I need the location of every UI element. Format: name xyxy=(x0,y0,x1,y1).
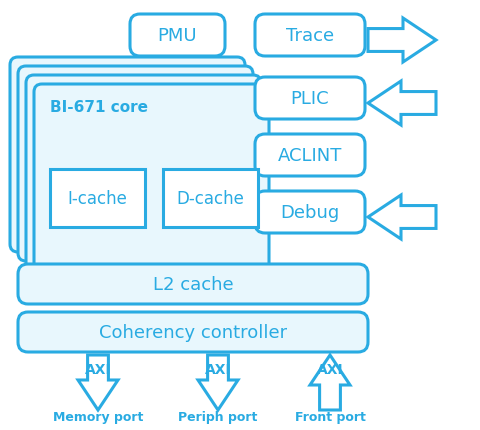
Text: Memory port: Memory port xyxy=(53,411,143,424)
Bar xyxy=(163,169,258,227)
FancyBboxPatch shape xyxy=(10,58,245,252)
Text: Trace: Trace xyxy=(286,27,334,45)
FancyBboxPatch shape xyxy=(18,67,253,261)
FancyBboxPatch shape xyxy=(18,312,368,352)
Text: I-cache: I-cache xyxy=(68,190,127,208)
Text: BI-671 core: BI-671 core xyxy=(50,100,148,115)
FancyBboxPatch shape xyxy=(255,191,365,233)
FancyBboxPatch shape xyxy=(130,15,225,57)
Text: Coherency controller: Coherency controller xyxy=(99,323,287,341)
FancyBboxPatch shape xyxy=(18,264,368,304)
FancyBboxPatch shape xyxy=(34,85,269,280)
FancyBboxPatch shape xyxy=(255,78,365,120)
FancyBboxPatch shape xyxy=(255,135,365,177)
Text: Debug: Debug xyxy=(280,203,340,221)
Text: PLIC: PLIC xyxy=(291,90,329,108)
Text: D-cache: D-cache xyxy=(177,190,244,208)
FancyBboxPatch shape xyxy=(255,15,365,57)
Text: AXI: AXI xyxy=(317,362,343,376)
Text: Periph port: Periph port xyxy=(178,411,258,424)
FancyBboxPatch shape xyxy=(26,76,261,270)
Text: Front port: Front port xyxy=(295,411,365,424)
Text: L2 cache: L2 cache xyxy=(153,275,233,293)
Text: AXI: AXI xyxy=(204,362,231,376)
Text: AXI: AXI xyxy=(84,362,111,376)
Bar xyxy=(50,169,145,227)
Text: PMU: PMU xyxy=(158,27,197,45)
Text: ACLINT: ACLINT xyxy=(278,147,342,165)
